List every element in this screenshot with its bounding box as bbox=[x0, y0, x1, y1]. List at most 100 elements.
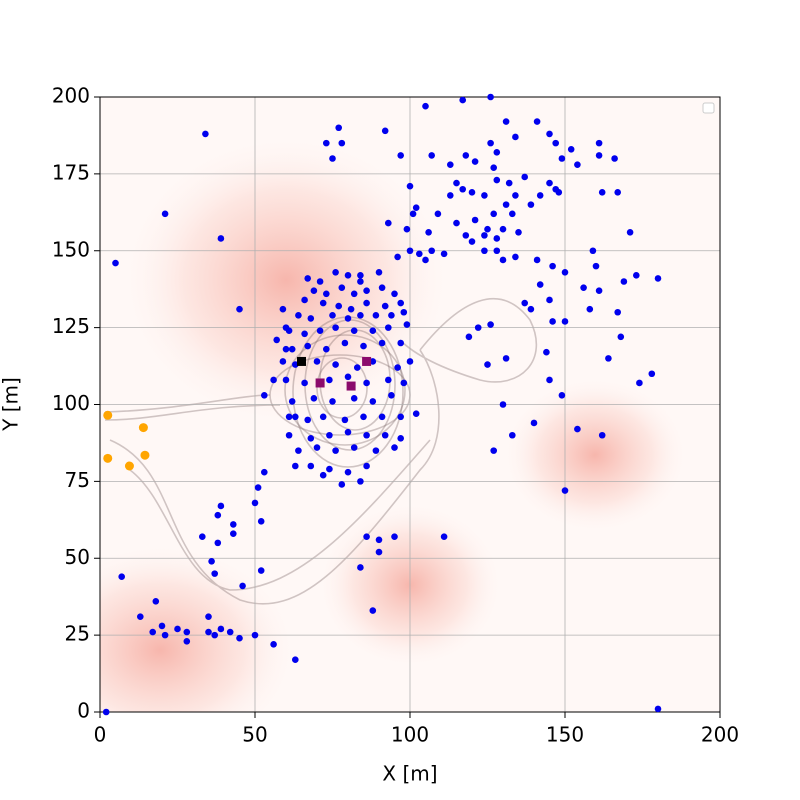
point bbox=[502, 355, 510, 362]
point bbox=[282, 345, 290, 353]
point bbox=[329, 398, 336, 405]
point bbox=[490, 164, 498, 172]
point bbox=[633, 272, 640, 279]
point bbox=[381, 431, 389, 439]
point bbox=[533, 256, 541, 264]
point bbox=[440, 250, 448, 258]
point bbox=[397, 413, 405, 421]
point bbox=[230, 521, 237, 528]
point bbox=[397, 152, 405, 159]
point bbox=[257, 567, 265, 574]
point bbox=[400, 379, 408, 387]
point bbox=[217, 625, 225, 633]
point bbox=[335, 302, 343, 310]
point bbox=[338, 284, 346, 291]
point bbox=[360, 342, 367, 350]
point bbox=[357, 478, 364, 485]
point bbox=[409, 210, 417, 218]
point bbox=[335, 124, 343, 132]
point bbox=[103, 453, 113, 463]
background bbox=[100, 97, 720, 712]
point bbox=[270, 641, 277, 648]
x-tick-label: 100 bbox=[391, 723, 429, 747]
points bbox=[102, 93, 662, 716]
point bbox=[487, 321, 494, 328]
point bbox=[261, 468, 268, 476]
point bbox=[323, 290, 330, 298]
point bbox=[394, 364, 401, 371]
point bbox=[357, 272, 364, 279]
point bbox=[391, 444, 398, 451]
point bbox=[279, 305, 287, 313]
point bbox=[323, 345, 330, 353]
point bbox=[279, 358, 287, 365]
point bbox=[140, 450, 150, 460]
point bbox=[292, 656, 299, 664]
point bbox=[428, 152, 436, 159]
point bbox=[236, 305, 243, 313]
point bbox=[406, 358, 414, 365]
point bbox=[214, 539, 222, 547]
point bbox=[112, 259, 119, 267]
point bbox=[567, 145, 575, 153]
y-tick-label: 175 bbox=[52, 160, 90, 184]
point bbox=[493, 149, 501, 156]
point bbox=[350, 444, 358, 451]
point bbox=[499, 401, 507, 408]
point bbox=[459, 96, 467, 104]
point bbox=[385, 324, 392, 331]
point bbox=[530, 419, 538, 427]
point bbox=[586, 305, 594, 313]
point bbox=[341, 416, 349, 424]
point bbox=[561, 487, 569, 494]
x-tick-label: 0 bbox=[94, 723, 107, 747]
point bbox=[474, 324, 482, 331]
point bbox=[316, 278, 324, 285]
point bbox=[372, 447, 380, 454]
point bbox=[453, 179, 460, 187]
point bbox=[344, 315, 352, 322]
point bbox=[406, 182, 414, 190]
point bbox=[323, 139, 330, 147]
square-marker bbox=[362, 356, 372, 366]
point bbox=[211, 631, 218, 639]
point bbox=[471, 158, 479, 165]
point bbox=[174, 625, 181, 633]
point bbox=[412, 204, 420, 211]
point bbox=[288, 345, 296, 353]
point bbox=[397, 299, 405, 307]
x-tick-label: 50 bbox=[242, 723, 267, 747]
point bbox=[338, 139, 346, 147]
point bbox=[499, 225, 507, 233]
point bbox=[385, 219, 392, 227]
point bbox=[484, 225, 491, 233]
point bbox=[484, 361, 491, 368]
point bbox=[574, 425, 581, 433]
point bbox=[422, 102, 429, 110]
point bbox=[372, 312, 380, 319]
point bbox=[425, 229, 432, 236]
point bbox=[397, 339, 405, 347]
point bbox=[363, 462, 370, 470]
point bbox=[138, 423, 148, 433]
point bbox=[202, 130, 209, 138]
x-tick-label: 150 bbox=[546, 723, 584, 747]
point bbox=[205, 613, 212, 620]
point bbox=[381, 302, 389, 310]
point bbox=[493, 247, 501, 255]
point bbox=[282, 376, 290, 384]
point bbox=[319, 413, 327, 421]
point bbox=[214, 511, 222, 519]
point bbox=[499, 256, 507, 264]
point bbox=[549, 262, 556, 270]
point bbox=[422, 256, 429, 264]
point bbox=[406, 247, 414, 255]
point bbox=[369, 398, 377, 405]
point bbox=[595, 152, 603, 159]
point bbox=[270, 376, 277, 384]
point bbox=[285, 413, 293, 421]
point bbox=[459, 185, 467, 193]
point bbox=[285, 431, 293, 439]
square-marker bbox=[346, 381, 356, 391]
point bbox=[316, 327, 324, 335]
